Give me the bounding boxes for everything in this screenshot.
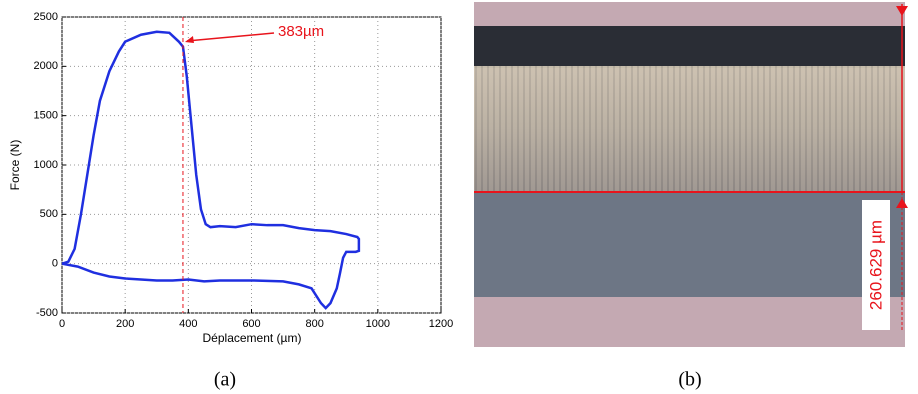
- x-tick-label: 0: [59, 318, 65, 330]
- y-tick-label: 1000: [34, 159, 58, 171]
- data-line: [61, 30, 361, 310]
- x-tick-label: 400: [179, 318, 197, 330]
- x-tick-label: 1000: [366, 318, 390, 330]
- y-tick-label: 0: [52, 258, 58, 270]
- annotation-arrow: [186, 32, 275, 42]
- y-tick-label: -500: [36, 307, 58, 319]
- x-tick-label: 200: [116, 318, 134, 330]
- caption: (a): [214, 369, 236, 391]
- y-tick-label: 2000: [34, 60, 58, 72]
- measurement-label: 260.629 µm: [866, 220, 885, 310]
- y-axis-label: Force (N): [8, 140, 22, 191]
- caption: (b): [678, 369, 701, 391]
- y-tick-label: 500: [40, 208, 58, 220]
- x-tick-label: 600: [242, 318, 260, 330]
- x-tick-label: 1200: [429, 318, 453, 330]
- y-tick-label: 2500: [34, 11, 58, 23]
- arrow-head: [184, 36, 194, 43]
- y-tick-label: 1500: [34, 110, 58, 122]
- annotation-label: 383µm: [278, 23, 324, 40]
- x-tick-label: 800: [305, 318, 323, 330]
- micrograph: 260.629 µm: [474, 2, 908, 347]
- x-axis-label: Déplacement (µm): [203, 331, 302, 345]
